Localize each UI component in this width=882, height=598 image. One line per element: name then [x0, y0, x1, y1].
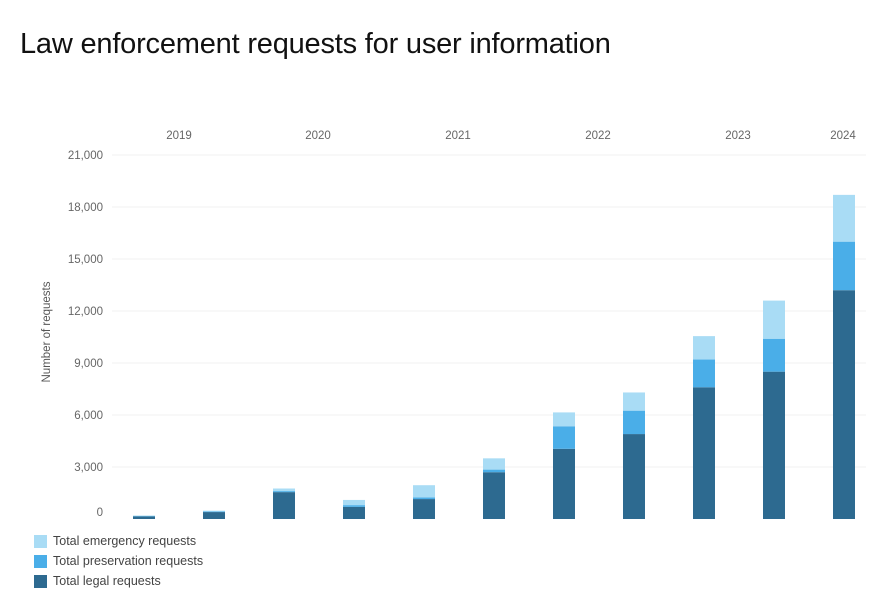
- bar-emergency: [763, 300, 785, 339]
- bar-emergency: [133, 515, 155, 517]
- y-tick-label: 12,000: [68, 306, 103, 318]
- bar-preservation: [203, 511, 225, 513]
- bar-preservation: [693, 359, 715, 388]
- bar-preservation: [413, 497, 435, 500]
- year-label: 2019: [166, 130, 192, 142]
- bar-preservation: [763, 338, 785, 372]
- bar-legal: [553, 448, 575, 519]
- bar-emergency: [413, 485, 435, 498]
- y-tick-label: 3,000: [74, 462, 103, 474]
- gridlines: [112, 154, 866, 468]
- y-tick-label: 0: [97, 507, 103, 519]
- year-label: 2020: [305, 130, 331, 142]
- bar-preservation: [623, 410, 645, 435]
- bar-legal: [133, 516, 155, 519]
- bar-preservation: [483, 469, 505, 473]
- legend-item-preservation: Total preservation requests: [34, 551, 203, 571]
- bar-preservation: [273, 491, 295, 493]
- legend-item-legal: Total legal requests: [34, 571, 203, 591]
- bar-preservation: [343, 505, 365, 507]
- bar-emergency: [343, 499, 365, 506]
- bar-emergency: [623, 392, 645, 411]
- year-label: 2021: [445, 130, 471, 142]
- legend-label: Total emergency requests: [53, 534, 197, 548]
- bar-emergency: [833, 194, 855, 242]
- bar-preservation: [553, 426, 575, 449]
- legend: Total emergency requests Total preservati…: [34, 531, 203, 591]
- bar-legal: [203, 512, 225, 519]
- y-tick-label: 18,000: [68, 202, 103, 214]
- y-tick-label: 21,000: [68, 150, 103, 162]
- legend-label: Total preservation requests: [53, 554, 204, 568]
- y-axis-label: Number of requests: [41, 281, 53, 382]
- legend-item-emergency: Total emergency requests: [34, 531, 203, 551]
- bar-legal: [623, 434, 645, 519]
- bar-legal: [343, 506, 365, 519]
- bar-legal: [833, 290, 855, 519]
- legend-swatch: [34, 554, 47, 568]
- y-tick-label: 9,000: [74, 358, 103, 370]
- bar-legal: [483, 472, 505, 519]
- legend-swatch: [34, 534, 47, 548]
- y-axis-ticks: 0 3,000 6,000 9,000 12,000 15,000 18,000 21,000: [68, 150, 103, 519]
- bar-legal: [693, 387, 715, 519]
- bar-emergency: [693, 336, 715, 360]
- year-label: 2023: [725, 130, 751, 142]
- bar-emergency: [553, 412, 575, 427]
- year-label: 2022: [585, 130, 611, 142]
- y-tick-label: 15,000: [68, 254, 103, 266]
- bar-legal: [413, 499, 435, 519]
- bars: [133, 194, 855, 519]
- bar-emergency: [273, 488, 295, 492]
- legend-label: Total legal requests: [53, 574, 161, 588]
- bar-legal: [273, 492, 295, 519]
- chart-title: Law enforcement requests for user inform…: [20, 28, 611, 60]
- bar-preservation: [833, 241, 855, 291]
- legend-swatch: [34, 574, 47, 588]
- bar-legal: [763, 371, 785, 519]
- bar-emergency: [483, 458, 505, 470]
- y-tick-label: 6,000: [74, 410, 103, 422]
- bar-emergency: [203, 510, 225, 512]
- year-label: 2024: [830, 130, 856, 142]
- x-axis-year-labels: 2019 2020 2021 2022 2023 2024: [166, 130, 856, 142]
